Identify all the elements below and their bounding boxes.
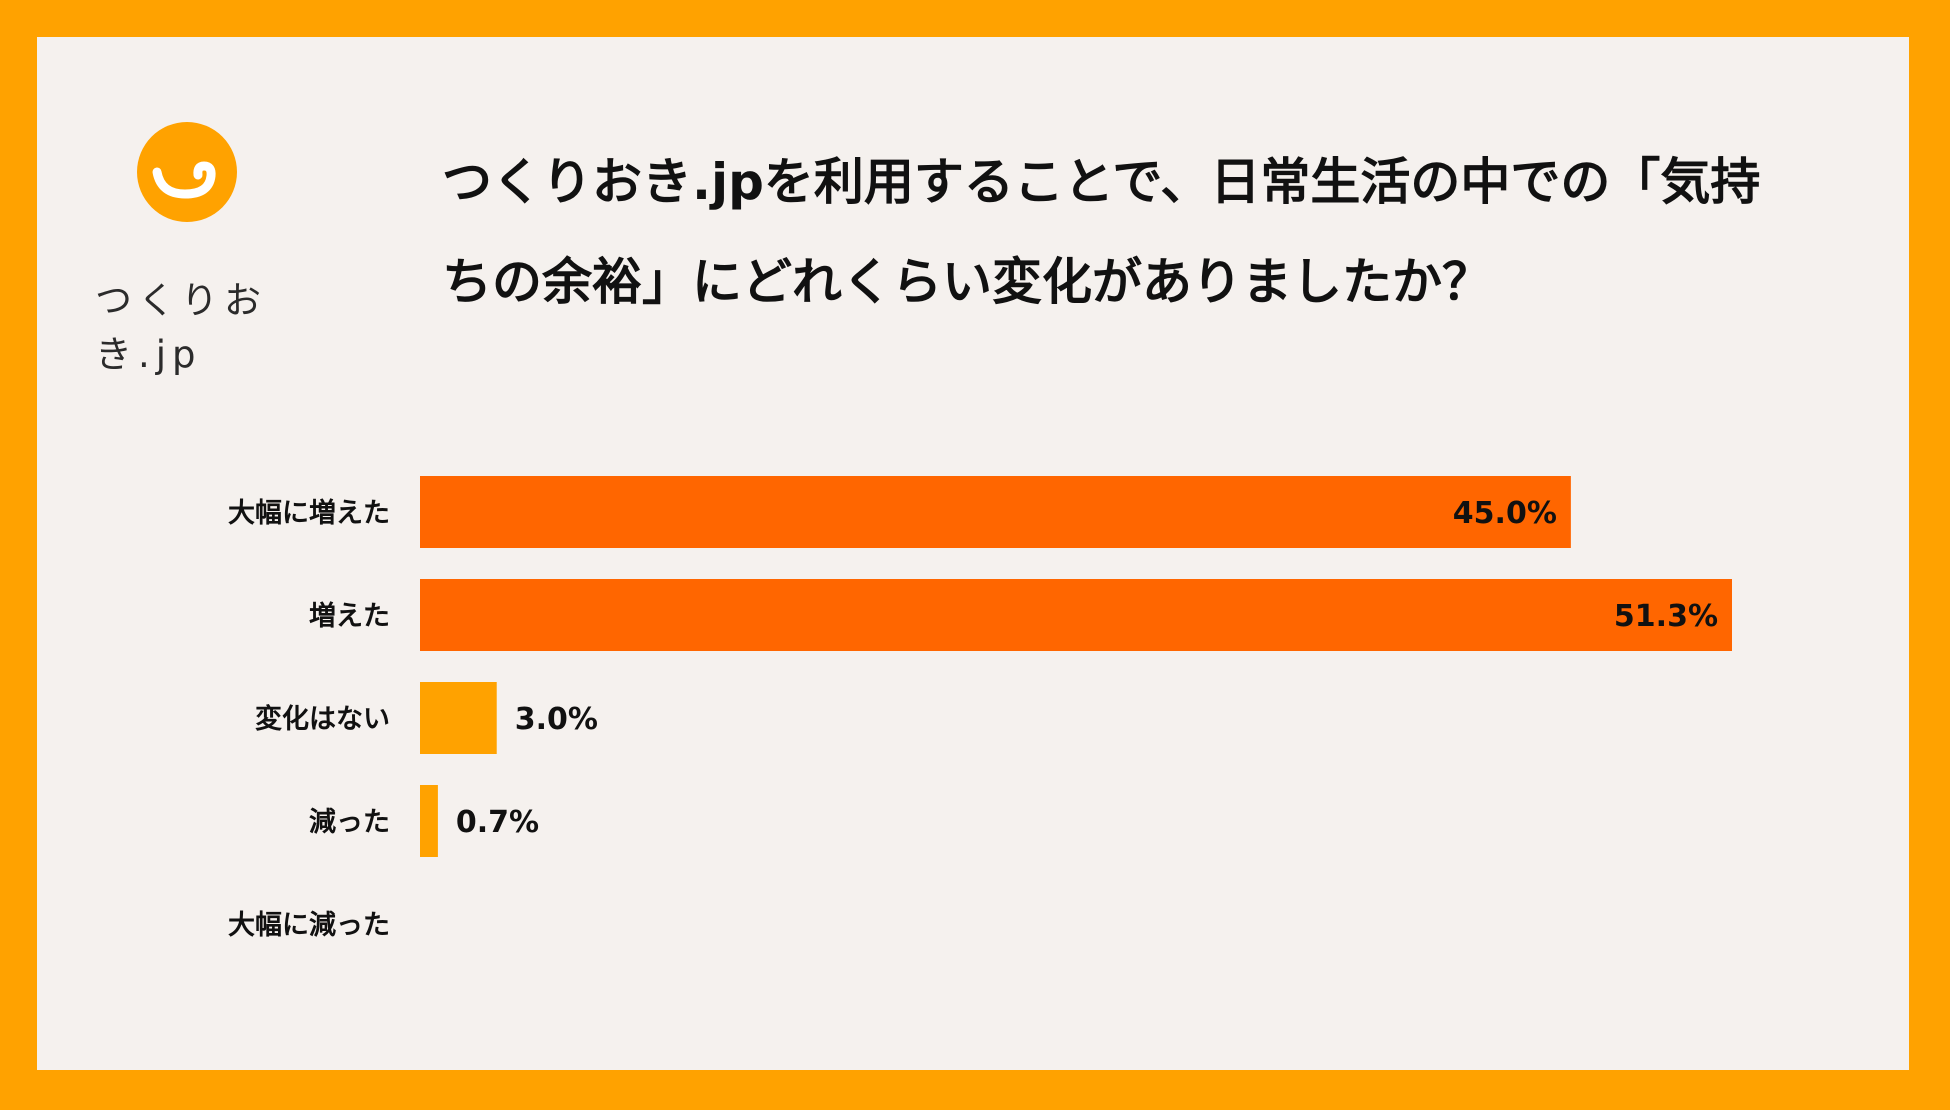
- value-label: 3.0%: [515, 702, 598, 737]
- category-label: 大幅に減った: [228, 910, 390, 941]
- smile-logo-icon: [137, 122, 237, 222]
- logo-text: つくりおき.jp: [95, 279, 267, 376]
- page-title: つくりおき.jpを利用することで、日常生活の中での「気持 ちの余裕」にどれくらい…: [442, 132, 1822, 332]
- value-label: 45.0%: [1453, 496, 1557, 531]
- category-label: 大幅に増えた: [228, 497, 390, 529]
- value-label: 0.7%: [456, 805, 539, 840]
- category-label: 変化はない: [255, 703, 390, 735]
- bar: [420, 785, 438, 857]
- chart-panel: [37, 37, 1909, 1070]
- title-line-1: つくりおき.jpを利用することで、日常生活の中での「気持: [442, 153, 1761, 211]
- title-line-2: ちの余裕」にどれくらい変化がありましたか？: [442, 253, 1492, 311]
- category-label: 増えた: [309, 600, 390, 632]
- value-label: 51.3%: [1614, 599, 1718, 634]
- bar: [420, 476, 1571, 548]
- bar: [420, 579, 1732, 651]
- category-label: 減った: [309, 807, 390, 838]
- bar: [420, 682, 497, 754]
